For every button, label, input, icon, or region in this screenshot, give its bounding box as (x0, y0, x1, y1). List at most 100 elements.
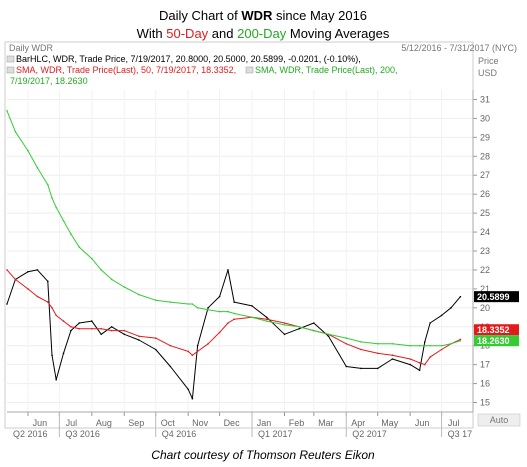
quarter-label: Q4 2016 (162, 429, 197, 439)
data-point (55, 206, 57, 209)
auto-scale-label: Auto (490, 415, 509, 425)
data-point (123, 333, 126, 336)
legend-barhlc-swatch (6, 55, 15, 63)
y-tick-label: 31 (480, 94, 490, 104)
subtitle-prefix: With (137, 26, 167, 41)
data-point (51, 307, 53, 309)
chart-subtitle: With 50-Day and 200-Day Moving Averages (137, 26, 390, 41)
y-tick-label: 26 (480, 189, 490, 199)
last-value-tag (474, 291, 519, 303)
data-point (376, 343, 379, 345)
data-point (191, 397, 194, 400)
data-point (450, 343, 452, 345)
data-point (191, 354, 194, 357)
last-value-label: 18.3352 (477, 325, 510, 335)
y-tick-label: 30 (480, 113, 490, 123)
data-point (218, 295, 221, 298)
data-point (14, 278, 17, 281)
data-point (345, 343, 348, 345)
data-point (440, 348, 443, 351)
last-value-tag (474, 335, 519, 347)
data-point (6, 303, 8, 305)
data-point (138, 293, 140, 296)
quarter-label: Q1 2017 (258, 429, 293, 439)
data-point (450, 307, 452, 309)
data-point (418, 362, 421, 364)
data-point (36, 269, 39, 271)
y-tick-label: 16 (480, 379, 490, 389)
quarter-label: Q2 2017 (352, 429, 387, 439)
data-point (27, 271, 29, 273)
axis-price-label: Price (478, 56, 499, 66)
y-tick-label: 25 (480, 208, 490, 218)
x-tick-label: Nov (192, 418, 209, 428)
legend-sma50: SMA, WDR, Trade Price(Last), 50, 7/19/20… (16, 65, 236, 75)
data-point (429, 344, 431, 347)
data-point (187, 350, 189, 353)
data-point (429, 322, 431, 324)
data-point (265, 320, 268, 322)
data-point (36, 166, 39, 169)
data-point (27, 149, 29, 152)
data-point (233, 312, 235, 315)
data-point (459, 338, 462, 341)
data-point (78, 246, 81, 248)
data-point (154, 337, 157, 339)
subtitle-fifty-day: 50-Day (166, 26, 208, 41)
x-tick-label: Apr (351, 418, 365, 428)
legend-barhlc: BarHLC, WDR, Trade Price, 7/19/2017, 20.… (16, 54, 361, 64)
data-point (70, 233, 72, 235)
data-point (27, 288, 29, 290)
data-point (110, 329, 113, 332)
data-point (391, 358, 394, 360)
data-point (138, 339, 140, 341)
data-point (313, 322, 315, 324)
data-point (233, 301, 235, 303)
quarter-label: Q3 2016 (65, 429, 100, 439)
panel-name: Daily WDR (9, 43, 53, 53)
data-point (251, 316, 253, 319)
legend-sma200-swatch (245, 66, 254, 74)
data-point (196, 307, 199, 309)
data-point (6, 269, 8, 271)
data-point (227, 322, 229, 324)
chart-caption: Chart courtesy of Thomson Reuters Eikon (151, 448, 375, 462)
y-tick-label: 24 (480, 227, 490, 237)
quarter-label: Q2 2016 (13, 429, 48, 439)
data-point (91, 257, 93, 260)
data-point (169, 301, 172, 303)
data-point (409, 358, 412, 360)
data-point (138, 335, 140, 338)
y-axis: 1516171819202122232425262728293031 (472, 90, 490, 412)
data-point (196, 344, 199, 347)
data-point (154, 299, 157, 302)
last-value-label: 20.5899 (477, 292, 510, 302)
x-tick-label: Aug (96, 418, 112, 428)
x-tick-label: Sep (128, 418, 144, 428)
plot-frame (4, 41, 474, 429)
data-point (207, 308, 209, 311)
data-point (91, 320, 93, 322)
data-point (376, 367, 379, 370)
data-point (169, 344, 172, 347)
x-tick-label: Feb (289, 418, 305, 428)
data-point (440, 314, 443, 317)
data-point (207, 343, 209, 345)
y-tick-label: 29 (480, 132, 490, 142)
data-point (51, 197, 53, 199)
x-tick-label: Jun (415, 418, 430, 428)
data-point (187, 303, 189, 305)
data-point (51, 354, 53, 357)
data-point (55, 314, 57, 317)
grid (7, 90, 473, 412)
data-point (227, 310, 229, 313)
data-point (376, 352, 379, 355)
data-point (251, 305, 253, 307)
data-point (409, 363, 412, 366)
auto-scale-button[interactable] (477, 413, 521, 427)
title-prefix: Daily Chart of (159, 8, 241, 23)
data-point (418, 344, 421, 347)
data-point (424, 344, 426, 347)
data-point (110, 326, 113, 328)
